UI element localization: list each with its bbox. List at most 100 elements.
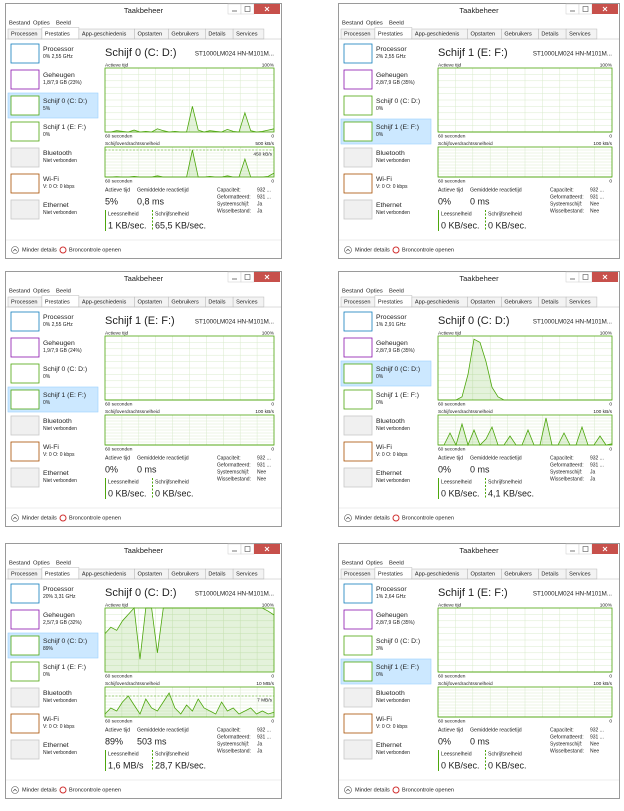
device-name[interactable]: Schijf 0 (C: D:) — [376, 98, 420, 105]
tab-label[interactable]: Gebruikers — [171, 299, 199, 305]
tab-label[interactable]: App-geschiedenis — [82, 299, 127, 305]
device-thumbnail[interactable] — [343, 311, 373, 332]
minimize-button[interactable] — [565, 3, 580, 15]
less-icon[interactable] — [11, 514, 19, 522]
device-name[interactable]: Schijf 1 (E: F:) — [376, 124, 419, 131]
menu-item[interactable]: Beeld — [56, 561, 71, 567]
less-icon[interactable] — [344, 786, 352, 794]
tab-label[interactable]: Gebruikers — [171, 31, 199, 37]
monitor-icon[interactable] — [392, 246, 400, 254]
tab-label[interactable]: App-geschiedenis — [415, 571, 460, 577]
less-details[interactable]: Minder details — [355, 787, 390, 793]
device-name[interactable]: Ethernet — [43, 202, 69, 209]
device-thumbnail[interactable] — [343, 609, 373, 630]
tab-label[interactable]: Prestaties — [45, 299, 70, 305]
device-name[interactable]: Bluetooth — [43, 150, 72, 157]
minimize-button[interactable] — [227, 543, 242, 555]
device-name[interactable]: Wi-Fi — [376, 176, 392, 183]
open-monitor[interactable]: Broncontrole openen — [402, 787, 454, 793]
device-thumbnail[interactable] — [343, 467, 373, 488]
open-monitor[interactable]: Broncontrole openen — [69, 787, 121, 793]
device-name[interactable]: Ethernet — [43, 470, 69, 477]
monitor-icon[interactable] — [59, 246, 67, 254]
device-name[interactable]: Wi-Fi — [43, 176, 59, 183]
device-name[interactable]: Bluetooth — [43, 418, 72, 425]
tab-label[interactable]: App-geschiedenis — [415, 31, 460, 37]
menu-item[interactable]: Bestand — [9, 561, 30, 567]
tab-label[interactable]: Details — [208, 31, 225, 37]
device-name[interactable]: Schijf 1 (E: F:) — [376, 392, 419, 399]
device-name[interactable]: Schijf 0 (C: D:) — [43, 366, 87, 373]
menu-item[interactable]: Beeld — [389, 289, 404, 295]
minimize-button[interactable] — [565, 543, 580, 555]
less-icon[interactable] — [11, 786, 19, 794]
open-monitor[interactable]: Broncontrole openen — [402, 247, 454, 253]
device-name[interactable]: Wi-Fi — [376, 444, 392, 451]
less-icon[interactable] — [344, 514, 352, 522]
device-thumbnail[interactable] — [343, 173, 373, 194]
tab-label[interactable]: Services — [236, 299, 258, 305]
tab-label[interactable]: Gebruikers — [504, 31, 532, 37]
tab-label[interactable]: Opstarten — [471, 571, 496, 577]
device-name[interactable]: Processor — [43, 314, 74, 321]
device-thumbnail[interactable] — [10, 95, 40, 116]
tab-label[interactable]: Processen — [11, 571, 37, 577]
device-name[interactable]: Bluetooth — [376, 418, 405, 425]
device-thumbnail[interactable] — [10, 311, 40, 332]
monitor-icon[interactable] — [59, 786, 67, 794]
tab-label[interactable]: Prestaties — [378, 299, 403, 305]
device-name[interactable]: Geheugen — [376, 72, 408, 79]
device-thumbnail[interactable] — [10, 69, 40, 90]
menu-item[interactable]: Opties — [366, 21, 383, 27]
device-thumbnail[interactable] — [343, 95, 373, 116]
minimize-button[interactable] — [565, 271, 580, 283]
device-name[interactable]: Geheugen — [376, 340, 408, 347]
tab-label[interactable]: Opstarten — [138, 299, 163, 305]
device-name[interactable]: Bluetooth — [376, 150, 405, 157]
tab-label[interactable]: Prestaties — [45, 31, 70, 37]
tab-label[interactable]: Gebruikers — [504, 571, 532, 577]
menu-item[interactable]: Bestand — [9, 289, 30, 295]
tab-label[interactable]: Processen — [11, 31, 37, 37]
menu-item[interactable]: Bestand — [9, 21, 30, 27]
device-name[interactable]: Geheugen — [43, 72, 75, 79]
less-details[interactable]: Minder details — [355, 247, 390, 253]
device-thumbnail[interactable] — [10, 635, 40, 656]
monitor-icon[interactable] — [59, 514, 67, 522]
open-monitor[interactable]: Broncontrole openen — [69, 247, 121, 253]
device-thumbnail[interactable] — [10, 687, 40, 708]
device-name[interactable]: Schijf 0 (C: D:) — [376, 638, 420, 645]
tab-label[interactable]: Gebruikers — [504, 299, 532, 305]
device-thumbnail[interactable] — [10, 415, 40, 436]
maximize-button[interactable] — [578, 543, 593, 555]
tab-label[interactable]: Opstarten — [471, 31, 496, 37]
tab-label[interactable]: App-geschiedenis — [415, 299, 460, 305]
device-thumbnail[interactable] — [343, 121, 373, 142]
tab-label[interactable]: Services — [236, 31, 258, 37]
less-details[interactable]: Minder details — [22, 515, 57, 521]
device-thumbnail[interactable] — [343, 687, 373, 708]
device-thumbnail[interactable] — [10, 363, 40, 384]
open-monitor[interactable]: Broncontrole openen — [69, 515, 121, 521]
device-name[interactable]: Schijf 0 (C: D:) — [43, 98, 87, 105]
device-name[interactable]: Wi-Fi — [43, 716, 59, 723]
device-name[interactable]: Bluetooth — [43, 690, 72, 697]
device-thumbnail[interactable] — [10, 199, 40, 220]
less-details[interactable]: Minder details — [22, 787, 57, 793]
device-name[interactable]: Geheugen — [43, 340, 75, 347]
device-thumbnail[interactable] — [343, 43, 373, 64]
device-thumbnail[interactable] — [343, 199, 373, 220]
maximize-button[interactable] — [240, 543, 255, 555]
device-thumbnail[interactable] — [343, 337, 373, 358]
device-thumbnail[interactable] — [343, 363, 373, 384]
maximize-button[interactable] — [240, 271, 255, 283]
less-icon[interactable] — [11, 246, 19, 254]
device-thumbnail[interactable] — [10, 739, 40, 760]
menu-item[interactable]: Beeld — [56, 289, 71, 295]
device-thumbnail[interactable] — [343, 583, 373, 604]
tab-label[interactable]: Details — [541, 299, 558, 305]
minimize-button[interactable] — [227, 3, 242, 15]
device-thumbnail[interactable] — [10, 121, 40, 142]
device-name[interactable]: Processor — [376, 314, 407, 321]
minimize-button[interactable] — [227, 271, 242, 283]
